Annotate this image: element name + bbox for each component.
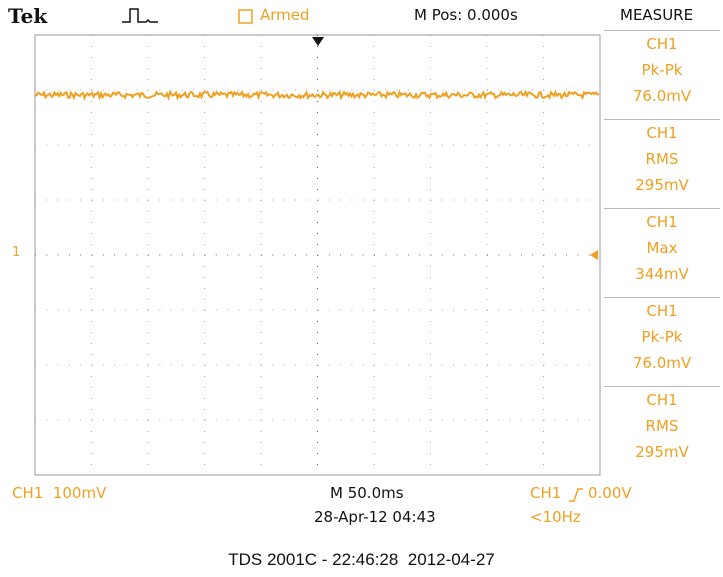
measurement-value: 295mV xyxy=(635,443,689,461)
measurement[interactable]: CH1 RMS 295mV xyxy=(604,386,720,476)
brand: Tek xyxy=(8,4,48,28)
measurement[interactable]: CH1 Pk-Pk 76.0mV xyxy=(604,297,720,387)
measurement-value: 76.0mV xyxy=(632,354,692,372)
display xyxy=(34,34,601,476)
measurement-name: Pk-Pk xyxy=(641,328,683,346)
acquire-icon xyxy=(122,8,158,23)
measurement-name: RMS xyxy=(645,150,679,168)
measurement-name: Max xyxy=(646,239,678,257)
caption: TDS 2001C - 22:46:28 2012-04-27 xyxy=(228,550,495,569)
menu-title: MEASURE xyxy=(620,6,694,24)
measurement-channel: CH1 xyxy=(646,302,678,320)
measurement-channel: CH1 xyxy=(646,213,678,231)
frequency: <10Hz xyxy=(530,508,581,526)
trigger-level: 0.00V xyxy=(588,484,632,502)
trigger-position-arrow xyxy=(312,37,324,46)
measurement-value: 344mV xyxy=(635,265,689,283)
channel-scale: CH1 100mV xyxy=(12,484,107,502)
measurement-value: 295mV xyxy=(635,176,689,194)
timebase: M 50.0ms xyxy=(330,484,404,502)
channel-marker: 1 xyxy=(12,245,21,260)
measurement-channel: CH1 xyxy=(646,35,678,53)
trigger-level-arrow xyxy=(590,250,598,260)
trigger-slope-icon xyxy=(569,488,583,502)
datetime: 28-Apr-12 04:43 xyxy=(314,508,436,526)
measurement-value: 76.0mV xyxy=(632,87,692,105)
waveform-trace xyxy=(34,89,600,102)
measurement-channel: CH1 xyxy=(646,391,678,409)
measurement-channel: CH1 xyxy=(646,124,678,142)
measurement-name: Pk-Pk xyxy=(641,61,683,79)
measurement[interactable]: CH1 Pk-Pk 76.0mV xyxy=(604,30,720,120)
status-icon xyxy=(238,9,253,24)
trigger-source: CH1 xyxy=(530,484,562,502)
measurement[interactable]: CH1 Max 344mV xyxy=(604,208,720,298)
measurement[interactable]: CH1 RMS 295mV xyxy=(604,119,720,209)
position: M Pos: 0.000s xyxy=(414,6,518,24)
status: Armed xyxy=(260,6,310,24)
measurement-name: RMS xyxy=(645,417,679,435)
